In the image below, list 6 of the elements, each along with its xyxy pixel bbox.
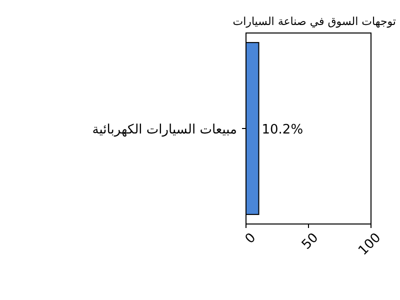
y-tick-label: مبيعات السيارات الكهربائية [92,122,237,138]
x-tick-label: 50 [299,230,322,253]
x-tick-label: 0 [242,230,260,247]
x-tick-label: 100 [356,230,384,259]
title: توجهات السوق في صناعة السيارات [232,15,396,28]
value-label: 10.2% [262,122,304,138]
